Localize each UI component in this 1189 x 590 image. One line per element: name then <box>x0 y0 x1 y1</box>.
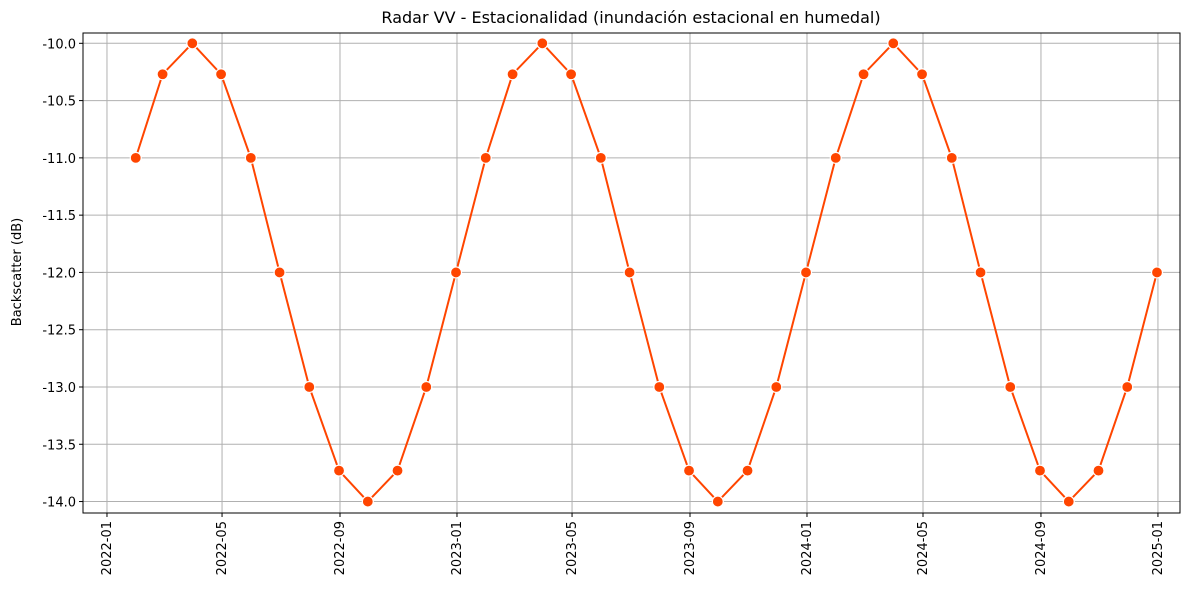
data-point <box>479 151 492 164</box>
x-tick-label: 2024-01 <box>800 521 815 575</box>
data-point <box>829 151 842 164</box>
x-tick-label: 2022-05 <box>215 521 230 575</box>
x-tick-label: 2024-05 <box>916 521 931 575</box>
data-point <box>1062 495 1075 508</box>
data-point <box>653 380 666 394</box>
data-point <box>799 266 813 279</box>
x-tick-label: 2025-01 <box>1151 521 1166 575</box>
chart-title: Radar VV - Estacionalidad (inundación es… <box>381 8 880 27</box>
data-point <box>244 151 257 164</box>
data-point <box>391 464 404 477</box>
data-point <box>332 464 346 477</box>
data-point <box>156 68 169 81</box>
data-point <box>1092 464 1105 477</box>
series-line <box>134 41 1158 503</box>
y-tick-label: -13.0 <box>42 381 76 396</box>
data-point <box>273 266 286 279</box>
data-point <box>623 266 636 279</box>
data-point <box>770 380 783 394</box>
plot-frame <box>82 32 1181 514</box>
x-tick-label: 2023-09 <box>683 521 698 575</box>
y-tick-label: -11.5 <box>42 209 76 224</box>
x-tick-label: 2022-01 <box>100 521 115 575</box>
data-point <box>303 380 316 394</box>
x-tick-label: 2022-09 <box>333 521 348 575</box>
data-point <box>564 68 578 81</box>
data-point <box>186 37 199 50</box>
data-point <box>536 37 549 50</box>
x-tick-label: 2023-05 <box>565 521 580 575</box>
y-tick-label: -10.0 <box>42 37 76 52</box>
grid <box>83 33 1180 513</box>
y-tick-label: -13.5 <box>42 438 76 453</box>
y-tick-label: -10.5 <box>42 95 76 110</box>
data-point <box>974 266 987 279</box>
data-point <box>711 495 724 508</box>
y-axis-title: Backscatter (dB) <box>10 218 25 326</box>
data-point <box>945 151 958 164</box>
data-point <box>741 464 754 477</box>
data-point <box>361 495 374 508</box>
tick-labels: 2022-01 2022-05 2022-09 2023-01 2023-05 2023-… <box>42 37 1166 575</box>
y-tick-label: -14.0 <box>42 496 76 511</box>
data-point <box>420 380 433 394</box>
data-point <box>1004 380 1017 394</box>
data-point <box>1150 266 1164 279</box>
data-series <box>129 37 1164 508</box>
data-point <box>594 151 607 164</box>
axes <box>79 32 1181 517</box>
data-point <box>214 68 228 81</box>
x-tick-label: 2023-01 <box>450 521 465 575</box>
y-tick-label: -12.0 <box>42 266 76 281</box>
data-point <box>1121 380 1134 394</box>
x-tick-label: 2024-09 <box>1034 521 1049 575</box>
y-tick-label: -11.0 <box>42 152 76 167</box>
data-point <box>449 266 463 279</box>
y-tick-label: -12.5 <box>42 324 76 339</box>
data-point <box>857 68 870 81</box>
data-point <box>506 68 519 81</box>
data-point <box>915 68 929 81</box>
data-point <box>682 464 696 477</box>
data-point <box>887 37 900 50</box>
data-point <box>1033 464 1047 477</box>
data-point <box>129 151 142 164</box>
